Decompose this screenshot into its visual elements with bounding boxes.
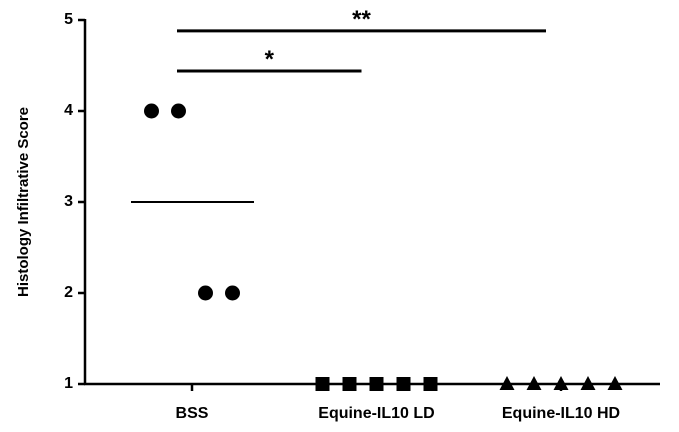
significance-label: ** <box>352 6 371 33</box>
x-tick-label: BSS <box>176 405 209 422</box>
y-tick-label: 5 <box>64 11 73 28</box>
point <box>396 377 411 391</box>
point <box>553 376 569 390</box>
point <box>198 285 213 301</box>
x-tick-label: Equine-IL10 HD <box>502 405 620 422</box>
point <box>423 377 438 391</box>
y-axis-label: Histology Infiltrative Score <box>15 107 32 297</box>
point <box>171 103 186 119</box>
x-tick-label: Equine-IL10 LD <box>318 405 434 422</box>
point <box>144 103 159 119</box>
point <box>607 376 623 390</box>
point <box>580 376 596 390</box>
point <box>369 377 384 391</box>
y-tick-label: 2 <box>64 284 73 301</box>
point <box>225 285 240 301</box>
y-tick-label: 1 <box>64 375 73 392</box>
y-tick-label: 4 <box>64 102 73 119</box>
point <box>342 377 357 391</box>
point <box>315 377 330 391</box>
point <box>526 376 542 390</box>
significance-label: * <box>265 46 275 73</box>
point <box>499 376 515 390</box>
y-tick-label: 3 <box>64 193 73 210</box>
